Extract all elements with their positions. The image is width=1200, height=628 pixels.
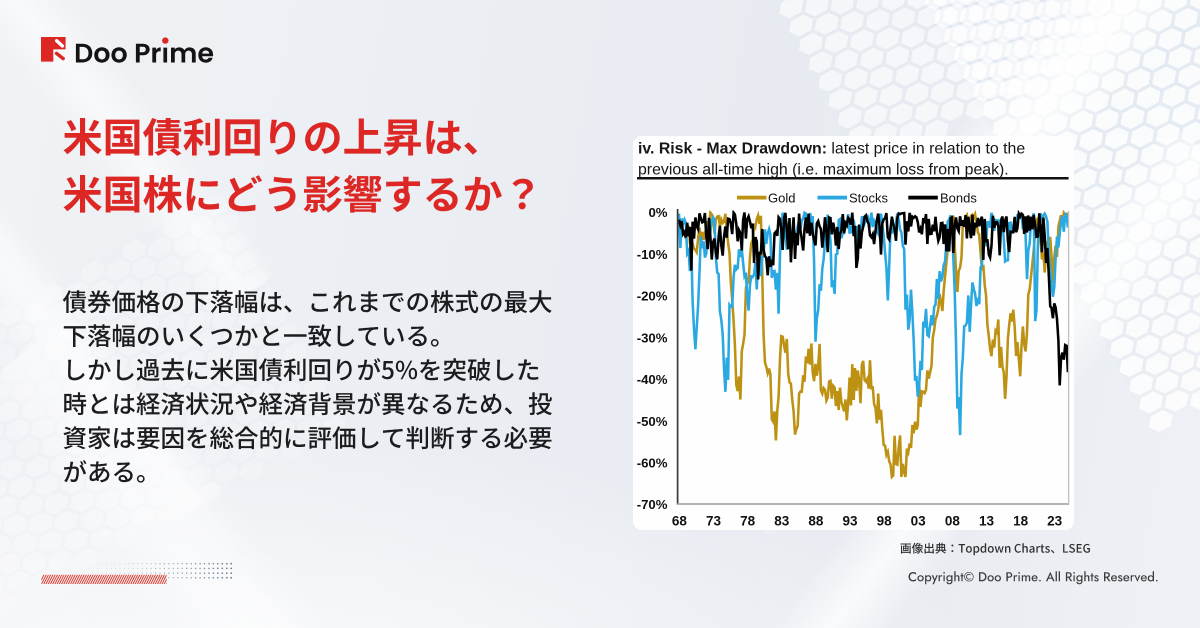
svg-text:98: 98 [877,514,893,529]
svg-text:23: 23 [1047,514,1063,529]
svg-text:83: 83 [774,514,790,529]
svg-text:Bonds: Bonds [940,190,977,205]
svg-text:93: 93 [842,514,858,529]
svg-text:-50%: -50% [637,414,668,429]
svg-text:previous all-time high (i.e. m: previous all-time high (i.e. maximum los… [638,161,1009,178]
svg-text:-60%: -60% [637,456,668,471]
svg-text:-10%: -10% [637,247,668,262]
svg-text:-70%: -70% [637,497,668,512]
svg-text:18: 18 [1013,514,1029,529]
svg-text:Stocks: Stocks [849,190,889,205]
svg-text:03: 03 [911,514,927,529]
svg-text:68: 68 [672,514,688,529]
svg-text:Gold: Gold [768,190,795,205]
svg-text:88: 88 [808,514,824,529]
svg-text:iv. Risk - Max Drawdown: lates: iv. Risk - Max Drawdown: latest price in… [638,140,1025,157]
svg-text:0%: 0% [648,205,667,220]
svg-text:08: 08 [945,514,961,529]
svg-text:13: 13 [979,514,995,529]
svg-text:-40%: -40% [637,372,668,387]
svg-text:-30%: -30% [637,330,668,345]
svg-text:-20%: -20% [637,289,668,304]
svg-text:78: 78 [740,514,756,529]
svg-text:73: 73 [706,514,722,529]
